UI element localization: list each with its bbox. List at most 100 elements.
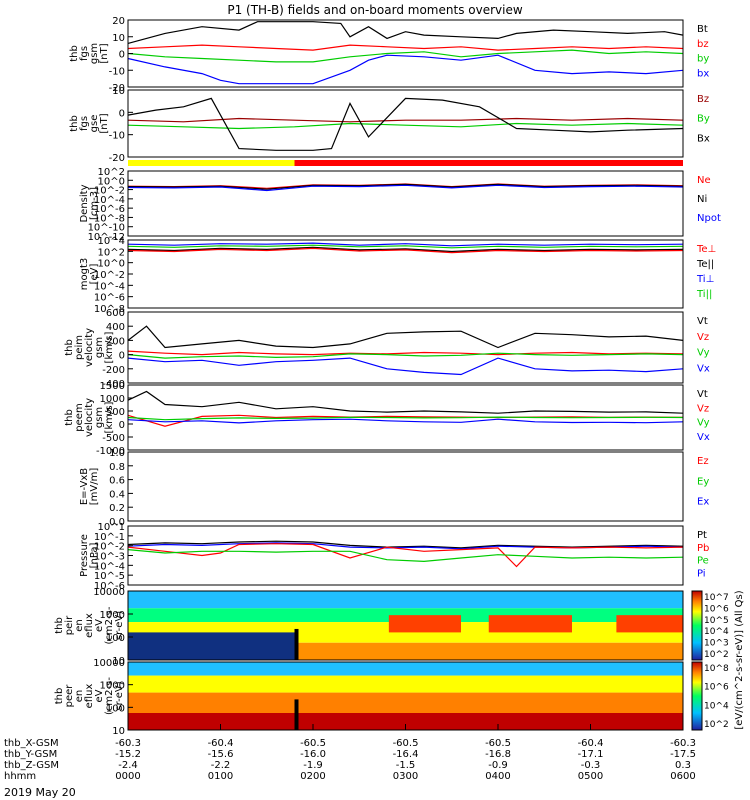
colorbar-tick-label: 10^5 (704, 616, 729, 626)
x-tick-label: -1.9 (303, 760, 323, 771)
y-tick-label: 10^-1 (94, 532, 125, 543)
legend-entry: Bt (697, 24, 708, 35)
legend-entry: Vx (697, 363, 710, 374)
y-axis-label: [cm-3] (89, 187, 100, 220)
y-tick-label: -10 (109, 131, 125, 142)
y-tick-label: 10^-4 (94, 281, 125, 292)
legend-entry: Ey (697, 476, 709, 487)
y-tick-label: -1000 (96, 446, 125, 457)
panel-4: 10^410^210^010^-210^-410^-610^-8 mogt3 [eV… (79, 236, 716, 315)
x-tick-label: -16.4 (393, 749, 419, 760)
colorbar-tick-label: 10^2 (704, 720, 729, 730)
y-tick-label: -20 (109, 83, 125, 94)
y-axis-label: gsm (94, 407, 105, 428)
y-tick-label: 1000 (100, 394, 125, 405)
y-axis-label: gsm (89, 43, 100, 64)
x-tick-label: -2.2 (211, 760, 231, 771)
panel-5: 600 400 200 0 -200 -400 thb peim velocity gsm [km/… (64, 308, 710, 390)
y-tick-label: 10 (112, 726, 125, 737)
panel-frame (127, 384, 684, 451)
y-tick-label: 0.4 (109, 489, 125, 500)
x-tick-label: -0.3 (581, 760, 601, 771)
series-Pe (127, 549, 684, 563)
series-by (127, 49, 684, 63)
legend-entry: Pe (697, 556, 709, 567)
y-tick-label: 500 (106, 407, 125, 418)
y-axis-label: eV (94, 619, 105, 632)
y-axis-label: E=-VxB (79, 468, 90, 505)
y-tick-label: 10^-2 (94, 542, 125, 553)
y-axis-label: [nT] (99, 113, 110, 133)
x-tick-label: -0.9 (488, 760, 508, 771)
y-tick-label: 0.6 (109, 476, 125, 487)
panel-8: 10^110^-110^-210^-310^-410^-510^-6 Pressu… (79, 522, 709, 592)
y-axis-label: en (74, 690, 85, 703)
y-tick-label: 0 (119, 351, 125, 362)
y-axis-label: thb (64, 339, 75, 356)
colorbar-tick-label: 10^3 (704, 639, 729, 649)
series-Vy (127, 416, 684, 421)
series-Pt (127, 540, 684, 549)
y-tick-label: 10^-2 (94, 270, 125, 281)
y-tick-label: 10^-8 (94, 213, 125, 224)
legend-entry: Ni (697, 194, 707, 205)
y-axis-label: peer (64, 684, 75, 708)
series-Vx (127, 418, 684, 424)
y-tick-label: 10^4 (98, 236, 125, 247)
y-axis-label: [nT] (99, 43, 110, 63)
legend-entry: Vy (697, 418, 710, 429)
y-tick-label: 10^2 (98, 247, 125, 258)
y-axis-label: [eV] (89, 264, 100, 285)
y-tick-label: 0.0 (109, 517, 125, 528)
y-axis-label: sr-eV) (114, 611, 125, 640)
x-row-label: thb_Y-GSM (4, 749, 57, 760)
series-Pb (127, 543, 684, 568)
series-Vt (127, 390, 684, 414)
y-axis-label: eflux (84, 684, 95, 709)
x-tick-label: 0600 (670, 771, 695, 782)
y-tick-label: 0 (119, 420, 125, 431)
y-tick-label: 10^-3 (94, 552, 125, 563)
spectrogram-band (388, 615, 461, 633)
y-tick-label: 10^1 (98, 522, 125, 533)
y-tick-label: 0.2 (109, 503, 125, 514)
colorbar (691, 590, 703, 661)
x-tick-label: -60.3 (670, 738, 696, 749)
y-tick-label: 200 (106, 336, 125, 347)
x-tick-label: -60.4 (578, 738, 604, 749)
series-bz (127, 44, 684, 51)
y-tick-label: 10^-10 (88, 223, 125, 234)
y-tick-label: 400 (106, 322, 125, 333)
y-tick-label: 0.8 (109, 462, 125, 473)
x-tick-label: -15.2 (115, 749, 141, 760)
x-tick-label: -60.5 (300, 738, 326, 749)
y-tick-label: 0 (119, 108, 125, 119)
spectrogram-band (128, 675, 683, 693)
y-tick-label: 10^-6 (94, 204, 125, 215)
legend-entry: Pt (697, 530, 707, 541)
y-tick-label: 1000 (100, 681, 125, 692)
legend-entry: bx (697, 68, 709, 79)
y-axis-label: fgs (79, 116, 90, 131)
y-tick-label: 0 (119, 50, 125, 61)
x-tick-label: -1.5 (396, 760, 416, 771)
panel-frame (127, 89, 684, 158)
y-axis-label: gsm (94, 337, 105, 358)
y-axis-label: peir (64, 615, 75, 635)
y-tick-label: 10^0 (98, 259, 125, 270)
y-tick-label: 10^0 (98, 176, 125, 187)
y-tick-label: 10^-4 (94, 561, 125, 572)
x-axis-labels: -60.3-15.2-2.40000-60.4-15.6-2.20100-60.… (4, 724, 696, 782)
colorbar-tick-label: 10^4 (704, 627, 729, 637)
spectrogram-band (128, 713, 683, 730)
x-tick-label: -60.5 (485, 738, 511, 749)
x-tick-label: 0100 (208, 771, 233, 782)
x-row-label: thb_X-GSM (4, 738, 59, 749)
legend-entry: Vy (697, 348, 710, 359)
legend-entry: Ex (697, 497, 709, 508)
spectrogram-band (616, 615, 683, 633)
y-axis-label: (cm2-s- (104, 677, 115, 715)
x-tick-label: 0.3 (675, 760, 691, 771)
y-tick-label: -10 (109, 66, 125, 77)
colorbar-tick-label: 10^6 (704, 604, 729, 614)
